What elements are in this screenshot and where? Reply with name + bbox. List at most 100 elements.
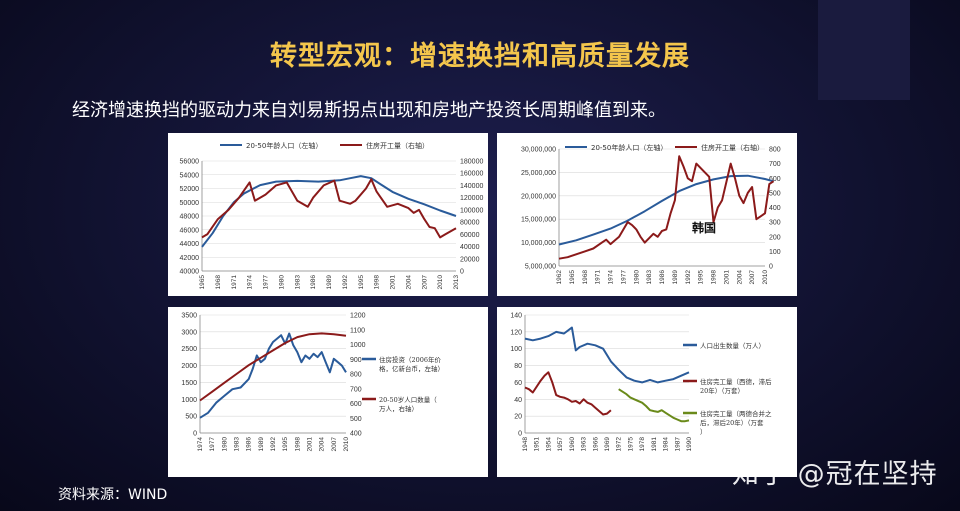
y-right-tick-label: 1100 (350, 327, 365, 334)
x-tick-label: 1989 (672, 270, 679, 285)
watermark: 知乎 @冠在坚持 (732, 459, 938, 490)
y-right-tick-label: 600 (350, 401, 362, 408)
x-tick-label: 1990 (686, 437, 693, 452)
chart-1-svg: 40000 42000 44000 46000 48000 50000 52000 54000… (180, 141, 484, 290)
y-right-tick-label: 1000 (350, 342, 366, 349)
series-line-2 (524, 371, 612, 416)
y-left-tick-label: 56000 (180, 159, 200, 166)
y-left-tick-label: 30,000,000 (521, 147, 556, 154)
series-line-3 (618, 388, 690, 423)
x-tick-label: 2010 (343, 437, 350, 452)
x-tick-label: 1995 (358, 275, 365, 290)
y-left-tick-label: 2500 (181, 346, 197, 353)
x-tick-label: 1983 (294, 275, 301, 290)
legend-label: 住房投资（2006年价格，亿新台币，左轴） (379, 355, 444, 373)
x-tick-label: 1992 (270, 437, 277, 452)
y-right-tick-label: 900 (350, 357, 362, 364)
y-right-tick-label: 400 (350, 431, 362, 438)
legend-label: 住房完工量（两德合并之后，滞后20年）（万套） (700, 409, 772, 436)
y-left-tick-label: 500 (185, 414, 197, 421)
x-tick-label: 1989 (258, 437, 265, 452)
x-tick-label: 1978 (639, 437, 646, 452)
x-tick-label: 2001 (723, 270, 730, 285)
y-left-tick-label: 48000 (180, 214, 200, 221)
x-tick-label: 2007 (749, 270, 756, 285)
y-left-tick-label: 20,000,000 (521, 193, 556, 200)
y-left-tick-label: 52000 (180, 186, 200, 193)
x-tick-label: 1977 (620, 270, 627, 285)
y-right-tick-label: 800 (769, 147, 781, 154)
y-right-tick-label: 40000 (460, 244, 480, 251)
chart-country-label: 韩国 (692, 220, 716, 235)
chart-panel-3: 0 500 1000 1500 2000 2500 3000 3500 400 500 600 700… (168, 307, 488, 477)
x-tick-label: 1998 (294, 437, 301, 452)
y-left-tick-label: 40000 (180, 269, 200, 276)
series-line-1 (558, 174, 774, 246)
series-line-2 (199, 332, 347, 402)
x-tick-label: 1984 (663, 437, 670, 452)
y-right-tick-label: 100 (769, 249, 781, 256)
y-right-tick-label: 200 (769, 234, 781, 241)
x-tick-label: 1965 (569, 270, 576, 285)
x-tick-label: 1987 (674, 437, 681, 452)
x-tick-label: 1969 (604, 437, 611, 452)
source-note: 资料来源：WIND (58, 487, 168, 503)
y-left-tick-label: 3500 (181, 313, 197, 320)
y-left-tick-label: 80 (514, 363, 522, 370)
chart-4-svg: 0 20 40 60 80 100 120 140 1948 1951 1954 1957 1960 19… (510, 313, 772, 452)
legend-label: 人口出生数量（万人） (700, 341, 765, 350)
y-left-tick-label: 140 (510, 313, 522, 320)
legend-label: 住房开工量（右轴） (701, 143, 764, 152)
y-right-tick-label: 600 (769, 176, 781, 183)
y-right-tick-label: 700 (769, 161, 781, 168)
y-right-tick-label: 180000 (460, 159, 483, 166)
x-tick-label: 1980 (221, 437, 228, 452)
page-title: 转型宏观：增速换挡和高质量发展 (270, 41, 690, 72)
y-right-tick-label: 300 (769, 220, 781, 227)
legend-label: 20-50年龄人口（左轴） (246, 141, 322, 150)
x-tick-label: 1974 (197, 437, 204, 452)
y-right-tick-label: 700 (350, 386, 362, 393)
legend-label: 20-50年龄人口（左轴） (591, 143, 667, 152)
x-tick-label: 1986 (246, 437, 253, 452)
x-tick-label: 1951 (534, 437, 541, 452)
x-tick-label: 1981 (651, 437, 658, 452)
page-subtitle: 经济增速换挡的驱动力来自刘易斯拐点出现和房地产投资长周期峰值到来。 (72, 100, 666, 121)
y-left-tick-label: 3000 (181, 329, 197, 336)
x-tick-label: 2001 (307, 437, 314, 452)
x-tick-label: 2010 (762, 270, 769, 285)
y-left-tick-label: 42000 (180, 255, 200, 262)
x-tick-label: 1995 (698, 270, 705, 285)
y-right-tick-label: 1200 (350, 313, 366, 320)
y-left-tick-label: 25,000,000 (521, 170, 556, 177)
x-tick-label: 1983 (234, 437, 241, 452)
x-tick-label: 2010 (437, 275, 444, 290)
y-left-tick-label: 50000 (180, 200, 200, 207)
x-tick-label: 2013 (453, 275, 460, 290)
x-tick-label: 1986 (659, 270, 666, 285)
y-left-tick-label: 60 (514, 380, 522, 387)
y-left-tick-label: 1000 (181, 397, 197, 404)
x-tick-label: 1974 (608, 270, 615, 285)
y-left-tick-label: 120 (510, 329, 522, 336)
y-right-tick-label: 500 (350, 416, 362, 423)
y-left-tick-label: 46000 (180, 227, 200, 234)
x-tick-label: 2004 (319, 437, 326, 452)
x-tick-label: 1971 (595, 270, 602, 285)
series-line-2 (558, 155, 775, 260)
x-tick-label: 1983 (646, 270, 653, 285)
x-tick-label: 2007 (421, 275, 428, 290)
x-tick-label: 1986 (310, 275, 317, 290)
y-right-tick-label: 800 (350, 372, 362, 379)
y-right-tick-label: 80000 (460, 220, 480, 227)
chart-panel-4: 0 20 40 60 80 100 120 140 1948 1951 1954 1957 1960 19… (497, 307, 797, 477)
y-left-tick-label: 100 (510, 346, 522, 353)
y-left-tick-label: 5,000,000 (525, 264, 556, 271)
x-tick-label: 1954 (545, 437, 552, 452)
legend-label: 住房开工量（右轴） (366, 141, 429, 150)
x-tick-label: 1977 (209, 437, 216, 452)
y-right-tick-label: 0 (460, 269, 464, 276)
series-line-1 (199, 332, 347, 419)
y-left-tick-label: 10,000,000 (521, 240, 556, 247)
x-tick-label: 1998 (711, 270, 718, 285)
